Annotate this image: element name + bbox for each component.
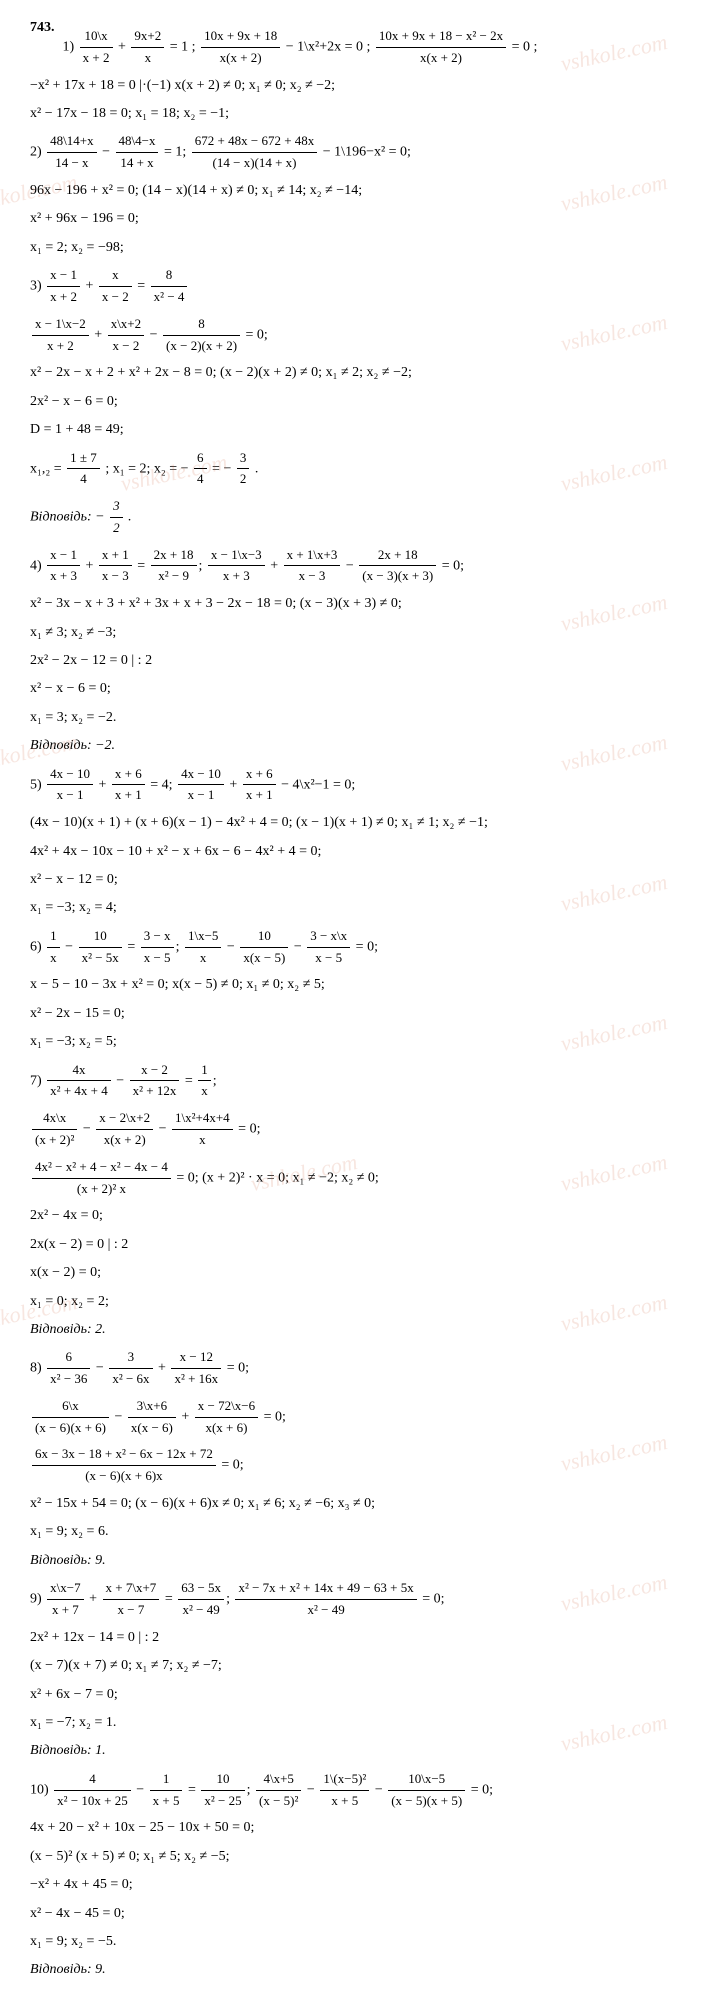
p3-line1: 3) x − 1x + 2 + xx − 2 = 8x² − 4 xyxy=(30,265,697,308)
p3-line5: D = 1 + 48 = 49; xyxy=(30,419,697,441)
p9-answer: Відповідь: 1. xyxy=(30,1740,697,1762)
p4-line6: x₁ = 3; x₂ = −2. xyxy=(30,707,697,729)
p8-answer: Відповідь: 9. xyxy=(30,1550,697,1572)
p2-line2: 96x − 196 + x² = 0; (14 − x)(14 + x) ≠ 0… xyxy=(30,180,697,202)
p7-line5: 2x(x − 2) = 0 | : 2 xyxy=(30,1234,697,1256)
p7-line3: 4x² − x² + 4 − x² − 4x − 4(x + 2)² x = 0… xyxy=(30,1157,697,1200)
p6-line4: x₁ = −3; x₂ = 5; xyxy=(30,1031,697,1053)
p7-line2: 4x\x(x + 2)² − x − 2\x+2x(x + 2) − 1\x²+… xyxy=(30,1108,697,1151)
p5-line5: x₁ = −3; x₂ = 4; xyxy=(30,897,697,919)
p10-line3: (x − 5)² (x + 5) ≠ 0; x₁ ≠ 5; x₂ ≠ −5; xyxy=(30,1846,697,1868)
p3-answer: Відповідь: − 32 . xyxy=(30,496,697,539)
p4-line5: x² − x − 6 = 0; xyxy=(30,678,697,700)
p9-line1: 9) x\x−7x + 7 + x + 7\x+7x − 7 = 63 − 5x… xyxy=(30,1578,697,1621)
p7-line4: 2x² − 4x = 0; xyxy=(30,1205,697,1227)
p6-line3: x² − 2x − 15 = 0; xyxy=(30,1003,697,1025)
p9-line5: x₁ = −7; x₂ = 1. xyxy=(30,1712,697,1734)
p4-line1: 4) x − 1x + 3 + x + 1x − 3 = 2x + 18x² −… xyxy=(30,545,697,588)
p10-line4: −x² + 4x + 45 = 0; xyxy=(30,1874,697,1896)
p4-answer: Відповідь: −2. xyxy=(30,735,697,757)
p3-line2: x − 1\x−2x + 2 + x\x+2x − 2 − 8(x − 2)(x… xyxy=(30,314,697,357)
p8-line3: 6x − 3x − 18 + x² − 6x − 12x + 72(x − 6)… xyxy=(30,1444,697,1487)
problem-number: 743. xyxy=(30,20,55,36)
p8-line1: 8) 6x² − 36 − 3x² − 6x + x − 12x² + 16x … xyxy=(30,1347,697,1390)
p5-line2: (4x − 10)(x + 1) + (x + 6)(x − 1) − 4x² … xyxy=(30,812,697,834)
p10-line6: x₁ = 9; x₂ = −5. xyxy=(30,1931,697,1953)
p4-line3: x₁ ≠ 3; x₂ ≠ −3; xyxy=(30,622,697,644)
p8-line4: x² − 15x + 54 = 0; (x − 6)(x + 6)x ≠ 0; … xyxy=(30,1493,697,1515)
p4-line4: 2x² − 2x − 12 = 0 | : 2 xyxy=(30,650,697,672)
p6-line2: x − 5 − 10 − 3x + x² = 0; x(x − 5) ≠ 0; … xyxy=(30,974,697,996)
p2-line4: x₁ = 2; x₂ = −98; xyxy=(30,237,697,259)
p9-line3: (x − 7)(x + 7) ≠ 0; x₁ ≠ 7; x₂ ≠ −7; xyxy=(30,1655,697,1677)
p3-line6: x₁,₂ = 1 ± 74 ; x₁ = 2; x₂ = − 64 = − 32… xyxy=(30,448,697,491)
p7-line7: x₁ = 0; x₂ = 2; xyxy=(30,1291,697,1313)
p1-line2: −x² + 17x + 18 = 0 |·(−1) x(x + 2) ≠ 0; … xyxy=(30,75,697,97)
p7-line1: 7) 4xx² + 4x + 4 − x − 2x² + 12x = 1x; xyxy=(30,1060,697,1103)
p2-line3: x² + 96x − 196 = 0; xyxy=(30,208,697,230)
p8-line2: 6\x(x − 6)(x + 6) − 3\x+6x(x − 6) + x − … xyxy=(30,1396,697,1439)
p1-line1: 1) 10\xx + 2 + 9x+2x = 1 ; 10x + 9x + 18… xyxy=(30,26,697,69)
p10-answer: Відповідь: 9. xyxy=(30,1959,697,1981)
p9-line2: 2x² + 12x − 14 = 0 | : 2 xyxy=(30,1627,697,1649)
p5-line4: x² − x − 12 = 0; xyxy=(30,869,697,891)
p8-line5: x₁ = 9; x₂ = 6. xyxy=(30,1521,697,1543)
p5-line1: 5) 4x − 10x − 1 + x + 6x + 1 = 4; 4x − 1… xyxy=(30,764,697,807)
p5-line3: 4x² + 4x − 10x − 10 + x² − x + 6x − 6 − … xyxy=(30,841,697,863)
p7-answer: Відповідь: 2. xyxy=(30,1319,697,1341)
p6-line1: 6) 1x − 10x² − 5x = 3 − xx − 5; 1\x−5x −… xyxy=(30,926,697,969)
p7-line6: x(x − 2) = 0; xyxy=(30,1262,697,1284)
p2-line1: 2) 48\14+x14 − x − 48\4−x14 + x = 1; 672… xyxy=(30,131,697,174)
p3-line4: 2x² − x − 6 = 0; xyxy=(30,391,697,413)
p1-line3: x² − 17x − 18 = 0; x₁ = 18; x₂ = −1; xyxy=(30,103,697,125)
p9-line4: x² + 6x − 7 = 0; xyxy=(30,1684,697,1706)
p3-line3: x² − 2x − x + 2 + x² + 2x − 8 = 0; (x − … xyxy=(30,362,697,384)
p10-line1: 10) 4x² − 10x + 25 − 1x + 5 = 10x² − 25;… xyxy=(30,1769,697,1812)
p4-line2: x² − 3x − x + 3 + x² + 3x + x + 3 − 2x −… xyxy=(30,593,697,615)
p10-line5: x² − 4x − 45 = 0; xyxy=(30,1903,697,1925)
